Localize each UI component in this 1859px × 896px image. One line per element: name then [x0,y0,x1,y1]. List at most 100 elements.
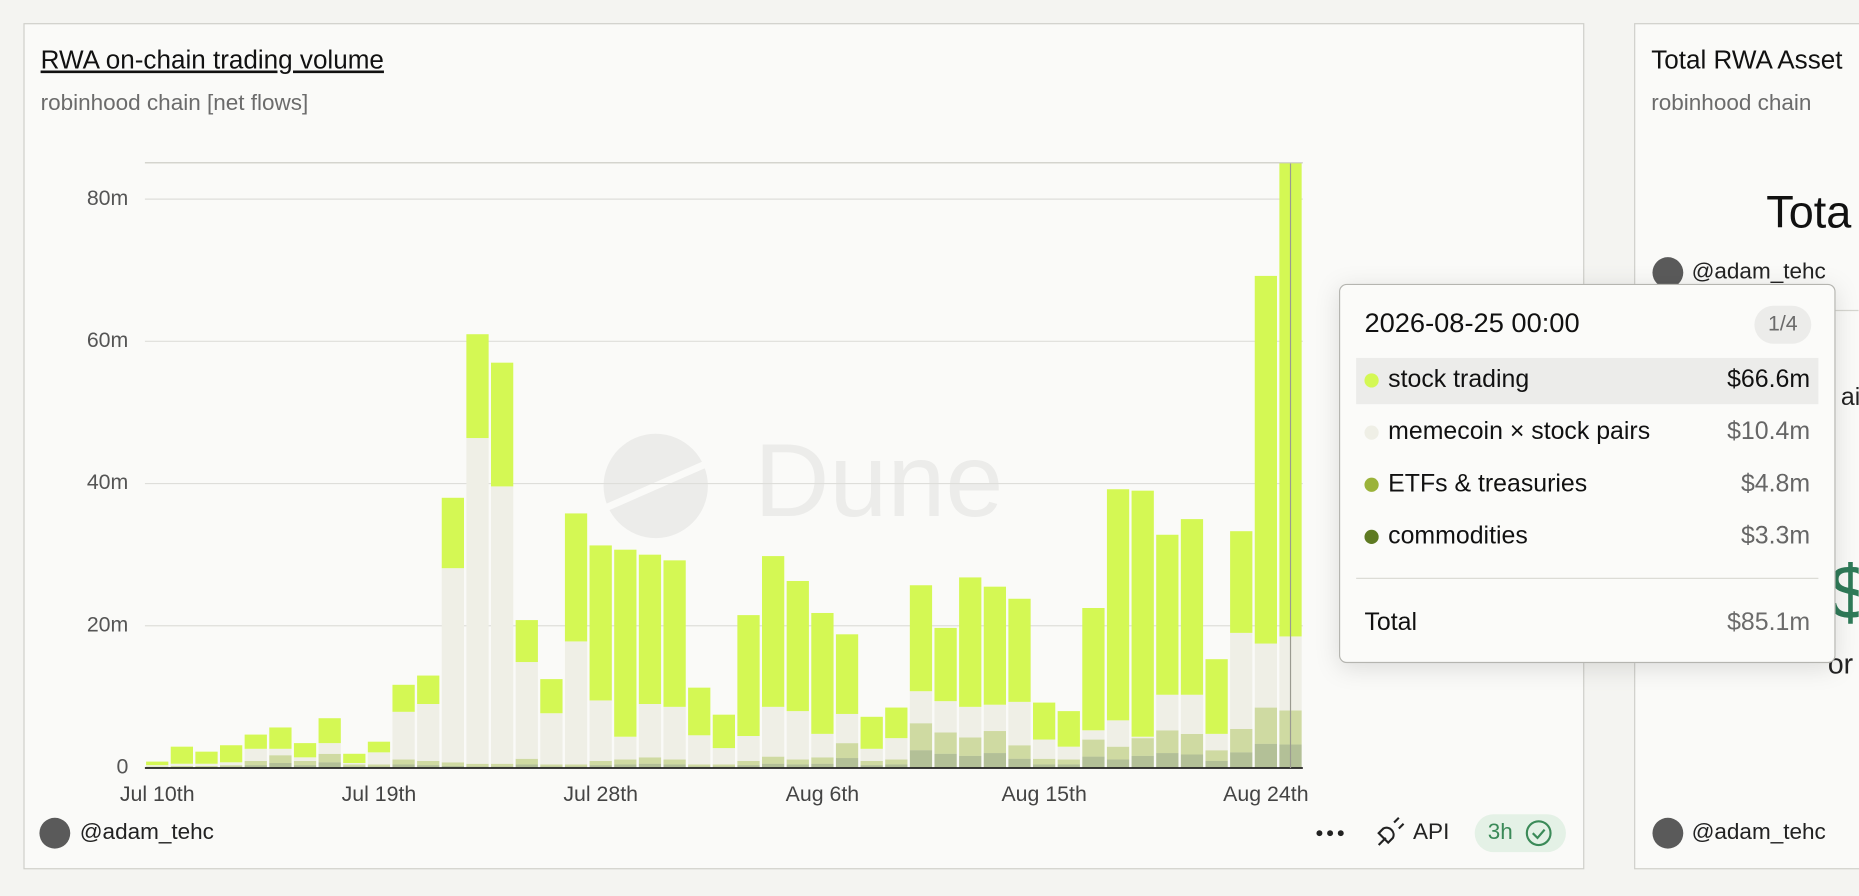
bar-segment [1254,275,1278,644]
bar-segment [170,763,193,766]
bar-segment [466,763,489,767]
bar-segment [269,727,292,749]
bar-segment [712,764,736,767]
bar-segment [564,764,588,767]
bar-segment [343,753,366,764]
bar-segment [860,765,883,768]
bar-segment [441,497,464,569]
bar-segment [1057,759,1080,765]
bar-segment [220,762,243,766]
bar-segment [860,760,883,766]
chart-title[interactable]: RWA on-chain trading volume [41,45,384,75]
bar-segment [1205,733,1228,751]
bar-segment [934,627,957,702]
tooltip-page: 1/4 [1768,311,1798,335]
legend-label: stock trading [1388,365,1529,393]
footer: @adam_tehc API 3h [39,814,1566,853]
watermark-logo-cut [605,461,706,511]
side-subtitle: robinhood chain [1651,90,1811,115]
legend-dot [1364,373,1379,388]
bar-segment [885,764,908,768]
bar-segment [983,731,1007,754]
bar-segment [417,765,440,768]
bar-segment [663,560,686,707]
bar-segment [244,765,267,768]
bar-segment [835,634,859,714]
bar-segment [293,765,317,768]
side-author[interactable]: @adam_tehc [1692,819,1826,844]
bar-segment [1057,711,1080,747]
bar-segment [1033,739,1056,759]
bar-segment [712,714,736,749]
bar-segment [786,580,809,712]
x-tick-label: Jul 10th [120,782,195,806]
bar-segment [367,752,391,765]
legend-dot [1364,477,1379,492]
api-icon[interactable] [1377,817,1405,846]
bar-segment [1180,519,1204,695]
bar-segment [959,755,982,768]
bar-segment [343,763,366,765]
bar-segment [1106,489,1130,721]
bar-segment [589,700,612,761]
author[interactable]: @adam_tehc [80,819,214,844]
bar-segment [737,615,760,736]
x-tick-label: Jul 19th [342,782,417,806]
menu-dot[interactable] [1316,830,1323,837]
bar-segment [663,706,686,760]
bar-segment [195,751,218,764]
bar-segment [1156,753,1179,768]
bar-segment [146,766,169,768]
bar-segment [786,764,809,768]
bar-segment [1033,758,1056,765]
bar-segment [269,748,292,756]
age-badge [1474,814,1566,853]
bar-segment [1131,755,1154,768]
bar-segment [515,764,538,768]
bar-segment [663,764,686,768]
bar-segment [564,513,588,642]
bar-segment [638,554,662,704]
bar-segment [1106,746,1130,760]
bar-segment [1033,702,1056,740]
bar-segment [811,757,834,764]
avatar [1652,817,1684,849]
side-title[interactable]: Total RWA Asset [1651,45,1843,75]
bar-segment [318,762,341,768]
bar-segment [983,704,1007,732]
bar-segment [1033,764,1056,768]
bar-segment [1057,764,1080,768]
bar-segment [1156,694,1179,731]
tooltip-value: $3.3m [1741,521,1810,549]
bar-segment [515,758,538,765]
legend-label: memecoin × stock pairs [1388,417,1650,445]
watermark-text: Dune [754,423,1003,539]
api-link[interactable]: API [1413,819,1449,844]
bar-segment [835,743,859,759]
y-tick-label: 40m [87,470,129,494]
legend-label: ETFs & treasuries [1388,469,1587,497]
menu-dot[interactable] [1337,830,1344,837]
bar-segment [491,486,514,764]
menu-dot[interactable] [1327,830,1334,837]
bar-segment [762,556,785,707]
bar-segment [885,707,908,739]
bar-segment [392,759,415,765]
tooltip-value: $10.4m [1727,417,1810,445]
side-author[interactable]: @adam_tehc [1692,259,1826,284]
tooltip-page-badge [1754,305,1812,344]
tooltip-highlight [1356,357,1819,405]
bar-segment [146,761,169,766]
bar-segment [417,760,440,766]
bar-segment [540,713,563,765]
bar-segment [1180,733,1204,755]
bar-segment [835,758,859,768]
x-tick-label: Aug 24th [1223,782,1308,806]
bar-segment [786,759,809,765]
bar-segment [589,760,612,766]
verified-check [1532,828,1546,840]
bar-segment [441,762,464,766]
bar-segment [638,757,662,764]
bar-segment [614,549,637,737]
